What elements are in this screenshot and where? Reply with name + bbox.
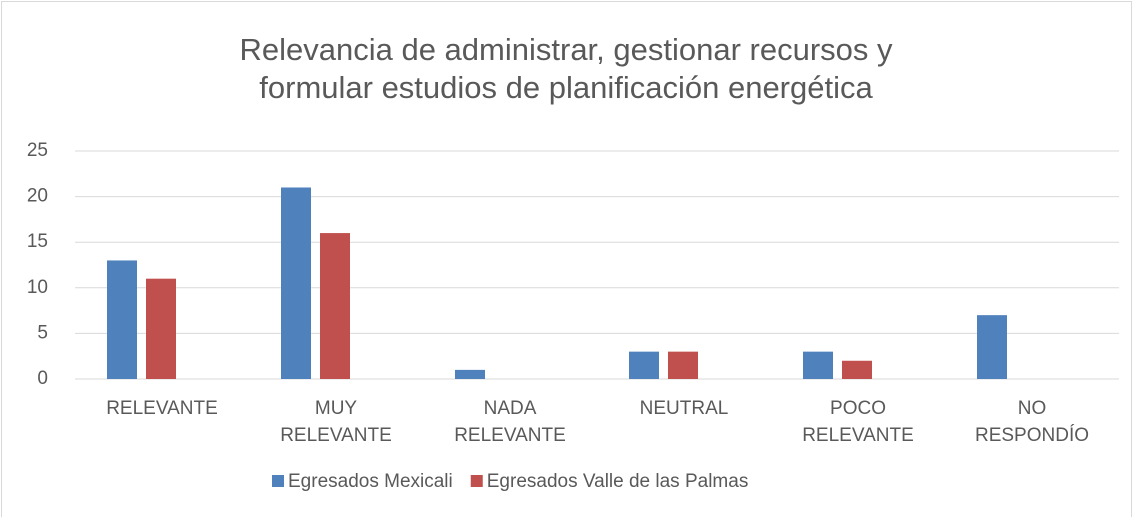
bar (455, 369, 485, 379)
bar (281, 187, 311, 379)
bar (977, 315, 1007, 379)
y-tick-label: 10 (27, 277, 48, 298)
legend-swatch (272, 475, 284, 487)
bar (803, 351, 833, 379)
chart-title: Relevancia de administrar, gestionar rec… (239, 32, 893, 105)
y-tick-label: 25 (27, 140, 48, 161)
bar (842, 360, 872, 379)
x-tick-label: NADA RELEVANTE (454, 398, 566, 446)
x-tick-label: NO RESPONDÍO (975, 398, 1089, 446)
y-tick-label: 20 (27, 186, 48, 207)
legend-label: Egresados Valle de las Palmas (487, 471, 749, 492)
y-tick-label: 15 (27, 231, 48, 252)
bar (668, 351, 698, 379)
x-tick-label: NEUTRAL (640, 398, 729, 419)
x-tick-label: POCO RELEVANTE (802, 398, 914, 446)
x-tick-label: MUY RELEVANTE (280, 398, 392, 446)
legend-swatch (470, 475, 483, 487)
bar (320, 233, 350, 379)
bar (146, 278, 176, 379)
legend-label: Egresados Mexicali (288, 471, 453, 492)
y-tick-label: 5 (37, 322, 48, 343)
x-tick-label: RELEVANTE (106, 398, 218, 419)
bar (629, 351, 659, 379)
bar (107, 260, 137, 379)
y-tick-label: 0 (37, 368, 48, 389)
